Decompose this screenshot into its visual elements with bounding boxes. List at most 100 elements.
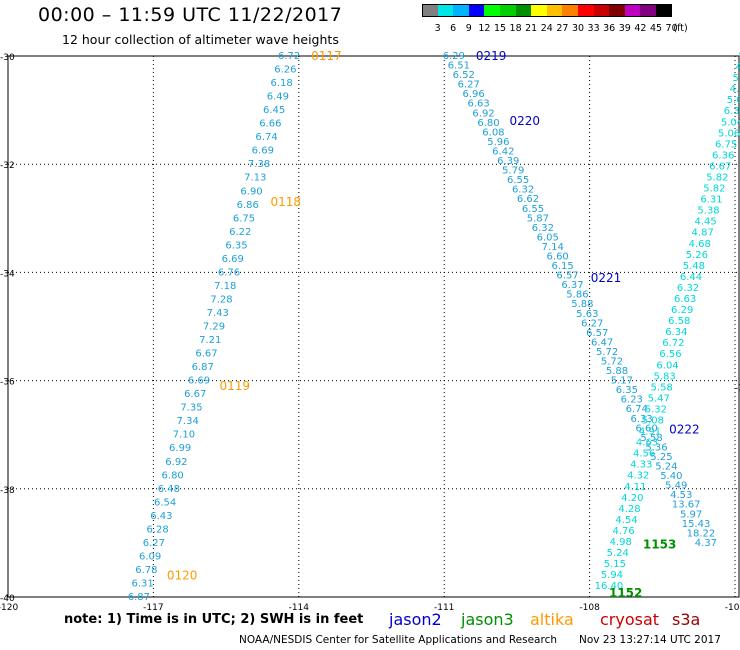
wave-height-value: 5.72 — [596, 347, 618, 358]
pass-time-label: 1153 — [643, 537, 676, 551]
scale-swatch — [500, 4, 516, 17]
wave-height-value: 7.18 — [214, 281, 236, 292]
credit-text: NOAA/NESDIS Center for Satellite Applica… — [239, 634, 557, 646]
wave-height-value: 6.27 — [581, 318, 603, 329]
wave-height-value: 6.92 — [165, 457, 187, 468]
wave-height-value: 7.38 — [248, 159, 270, 170]
wave-height-value: 6.67 — [709, 161, 731, 172]
wave-height-value: 5.87 — [527, 213, 549, 224]
wave-height-value: 5.86 — [566, 290, 588, 301]
wave-height-value: 6.32 — [512, 185, 534, 196]
wave-height-value: 5.38 — [697, 206, 719, 217]
wave-height-value: 6.55 — [507, 175, 529, 186]
scale-label: 6 — [450, 23, 457, 34]
scale-label: 27 — [556, 23, 569, 34]
pass-time-label: 0118 — [271, 195, 302, 209]
wave-height-value: 6.76 — [218, 267, 240, 278]
wave-height-value: 6.51 — [448, 61, 470, 72]
scale-swatch — [515, 4, 532, 17]
wave-height-value: 4.53 — [670, 490, 692, 501]
lat-tick-label-right: -3 — [735, 384, 740, 394]
wave-height-value: 6.47 — [591, 337, 613, 348]
wave-height-value: 6.80 — [162, 470, 184, 481]
wave-height-value: 5.96 — [487, 137, 509, 148]
wave-height-value: 6.60 — [635, 423, 657, 434]
wave-height-value: 6.57 — [556, 271, 578, 282]
wave-height-value: 6.23 — [621, 395, 643, 406]
scale-label: 24 — [540, 23, 553, 34]
scale-label: 30 — [571, 23, 585, 34]
wave-height-value: 7.14 — [542, 242, 564, 253]
wave-height-value: 4.78 — [735, 62, 740, 73]
map-frame — [7, 55, 740, 598]
scale-unit: (ft) — [673, 23, 688, 34]
wave-height-value: 18.22 — [687, 528, 716, 539]
scale-frame — [422, 4, 672, 17]
wave-height-value: 6.05 — [537, 232, 559, 243]
pass-time-label: 0119 — [219, 379, 250, 393]
wave-height-value: 6.39 — [497, 156, 519, 167]
wave-height-value: 7.13 — [244, 173, 266, 184]
wave-height-value: 4.32 — [627, 471, 649, 482]
wave-height-value: 4.54 — [615, 515, 637, 526]
wave-height-value: 6.18 — [270, 78, 292, 89]
wave-height-value: 4.37 — [695, 538, 717, 549]
wave-height-value: 5.79 — [502, 166, 524, 177]
scale-swatch — [531, 4, 547, 17]
wave-height-value: 4.20 — [621, 493, 643, 504]
wave-height-value: 6.74 — [626, 404, 648, 415]
wave-height-value: 5.58 — [640, 433, 662, 444]
wave-height-value: 6.62 — [517, 194, 539, 205]
wave-height-value: 5.83 — [653, 371, 675, 382]
lat-tick-label: -32 — [0, 161, 15, 171]
wave-height-value: 4.68 — [689, 239, 711, 250]
pass-time-label: 0120 — [167, 568, 198, 582]
wave-height-value: 6.44 — [680, 272, 702, 283]
wave-height-value: 6.26 — [274, 65, 296, 76]
wave-height-value: 5.25 — [650, 452, 672, 463]
scale-swatch — [578, 4, 594, 17]
wave-height-value: 4.11 — [624, 482, 646, 493]
wave-height-value: 4.98 — [610, 537, 632, 548]
wave-height-value: 7.28 — [210, 294, 232, 305]
pass-time-label: 0220 — [509, 114, 540, 128]
wave-height-value: 6.38 — [724, 106, 740, 117]
pass-time-label: 0219 — [476, 49, 507, 63]
wave-height-value: 6.69 — [252, 146, 274, 157]
wave-height-value: 6.09 — [139, 551, 161, 562]
wave-height-value: 6.31 — [700, 195, 722, 206]
wave-height-value: 7.21 — [199, 335, 221, 346]
wave-height-value: 6.75 — [715, 139, 737, 150]
lon-tick-label: -105 — [725, 603, 740, 613]
wave-height-value: 4.76 — [612, 526, 634, 537]
wave-height-value: 5.24 — [607, 548, 629, 559]
scale-label: 70 — [665, 23, 678, 34]
scale-label: 33 — [587, 23, 600, 34]
wave-height-value: 4.45 — [694, 217, 716, 228]
chart-title: 00:00 – 11:59 UTC 11/22/2017 — [38, 4, 343, 26]
wave-height-value: 5.40 — [660, 471, 682, 482]
footer-note: note: 1) Time is in UTC; 2) SWH is in fe… — [64, 612, 364, 627]
wave-height-value: 6.36 — [712, 150, 734, 161]
mission-label-cryosat: cryosat — [600, 610, 660, 629]
wave-height-value: 6.99 — [169, 443, 191, 454]
scale-swatch — [546, 4, 563, 17]
wave-height-value: 5.24 — [655, 462, 677, 473]
wave-height-value: 5.36 — [645, 442, 667, 453]
wave-height-value: 4.87 — [692, 228, 714, 239]
wave-height-value: 6.78 — [135, 565, 157, 576]
wave-height-value: 7.35 — [180, 403, 202, 414]
wave-height-value: 5.17 — [611, 376, 633, 387]
pass-time-label: 1152 — [609, 586, 642, 600]
wave-height-value: 5.15 — [604, 559, 626, 570]
wave-height-value: 6.63 — [467, 99, 489, 110]
wave-height-value: 6.69 — [188, 376, 210, 387]
wave-height-value: 6.92 — [472, 108, 494, 119]
wave-height-value: 5.88 — [606, 366, 628, 377]
wave-height-value: 7.34 — [177, 416, 199, 427]
wave-height-value: 5.48 — [683, 261, 705, 272]
wave-height-value: 6.72 — [278, 51, 300, 62]
lon-tick-label: -108 — [579, 603, 600, 613]
scale-label: 45 — [649, 23, 663, 34]
wave-height-value: 16.40 — [595, 581, 624, 592]
